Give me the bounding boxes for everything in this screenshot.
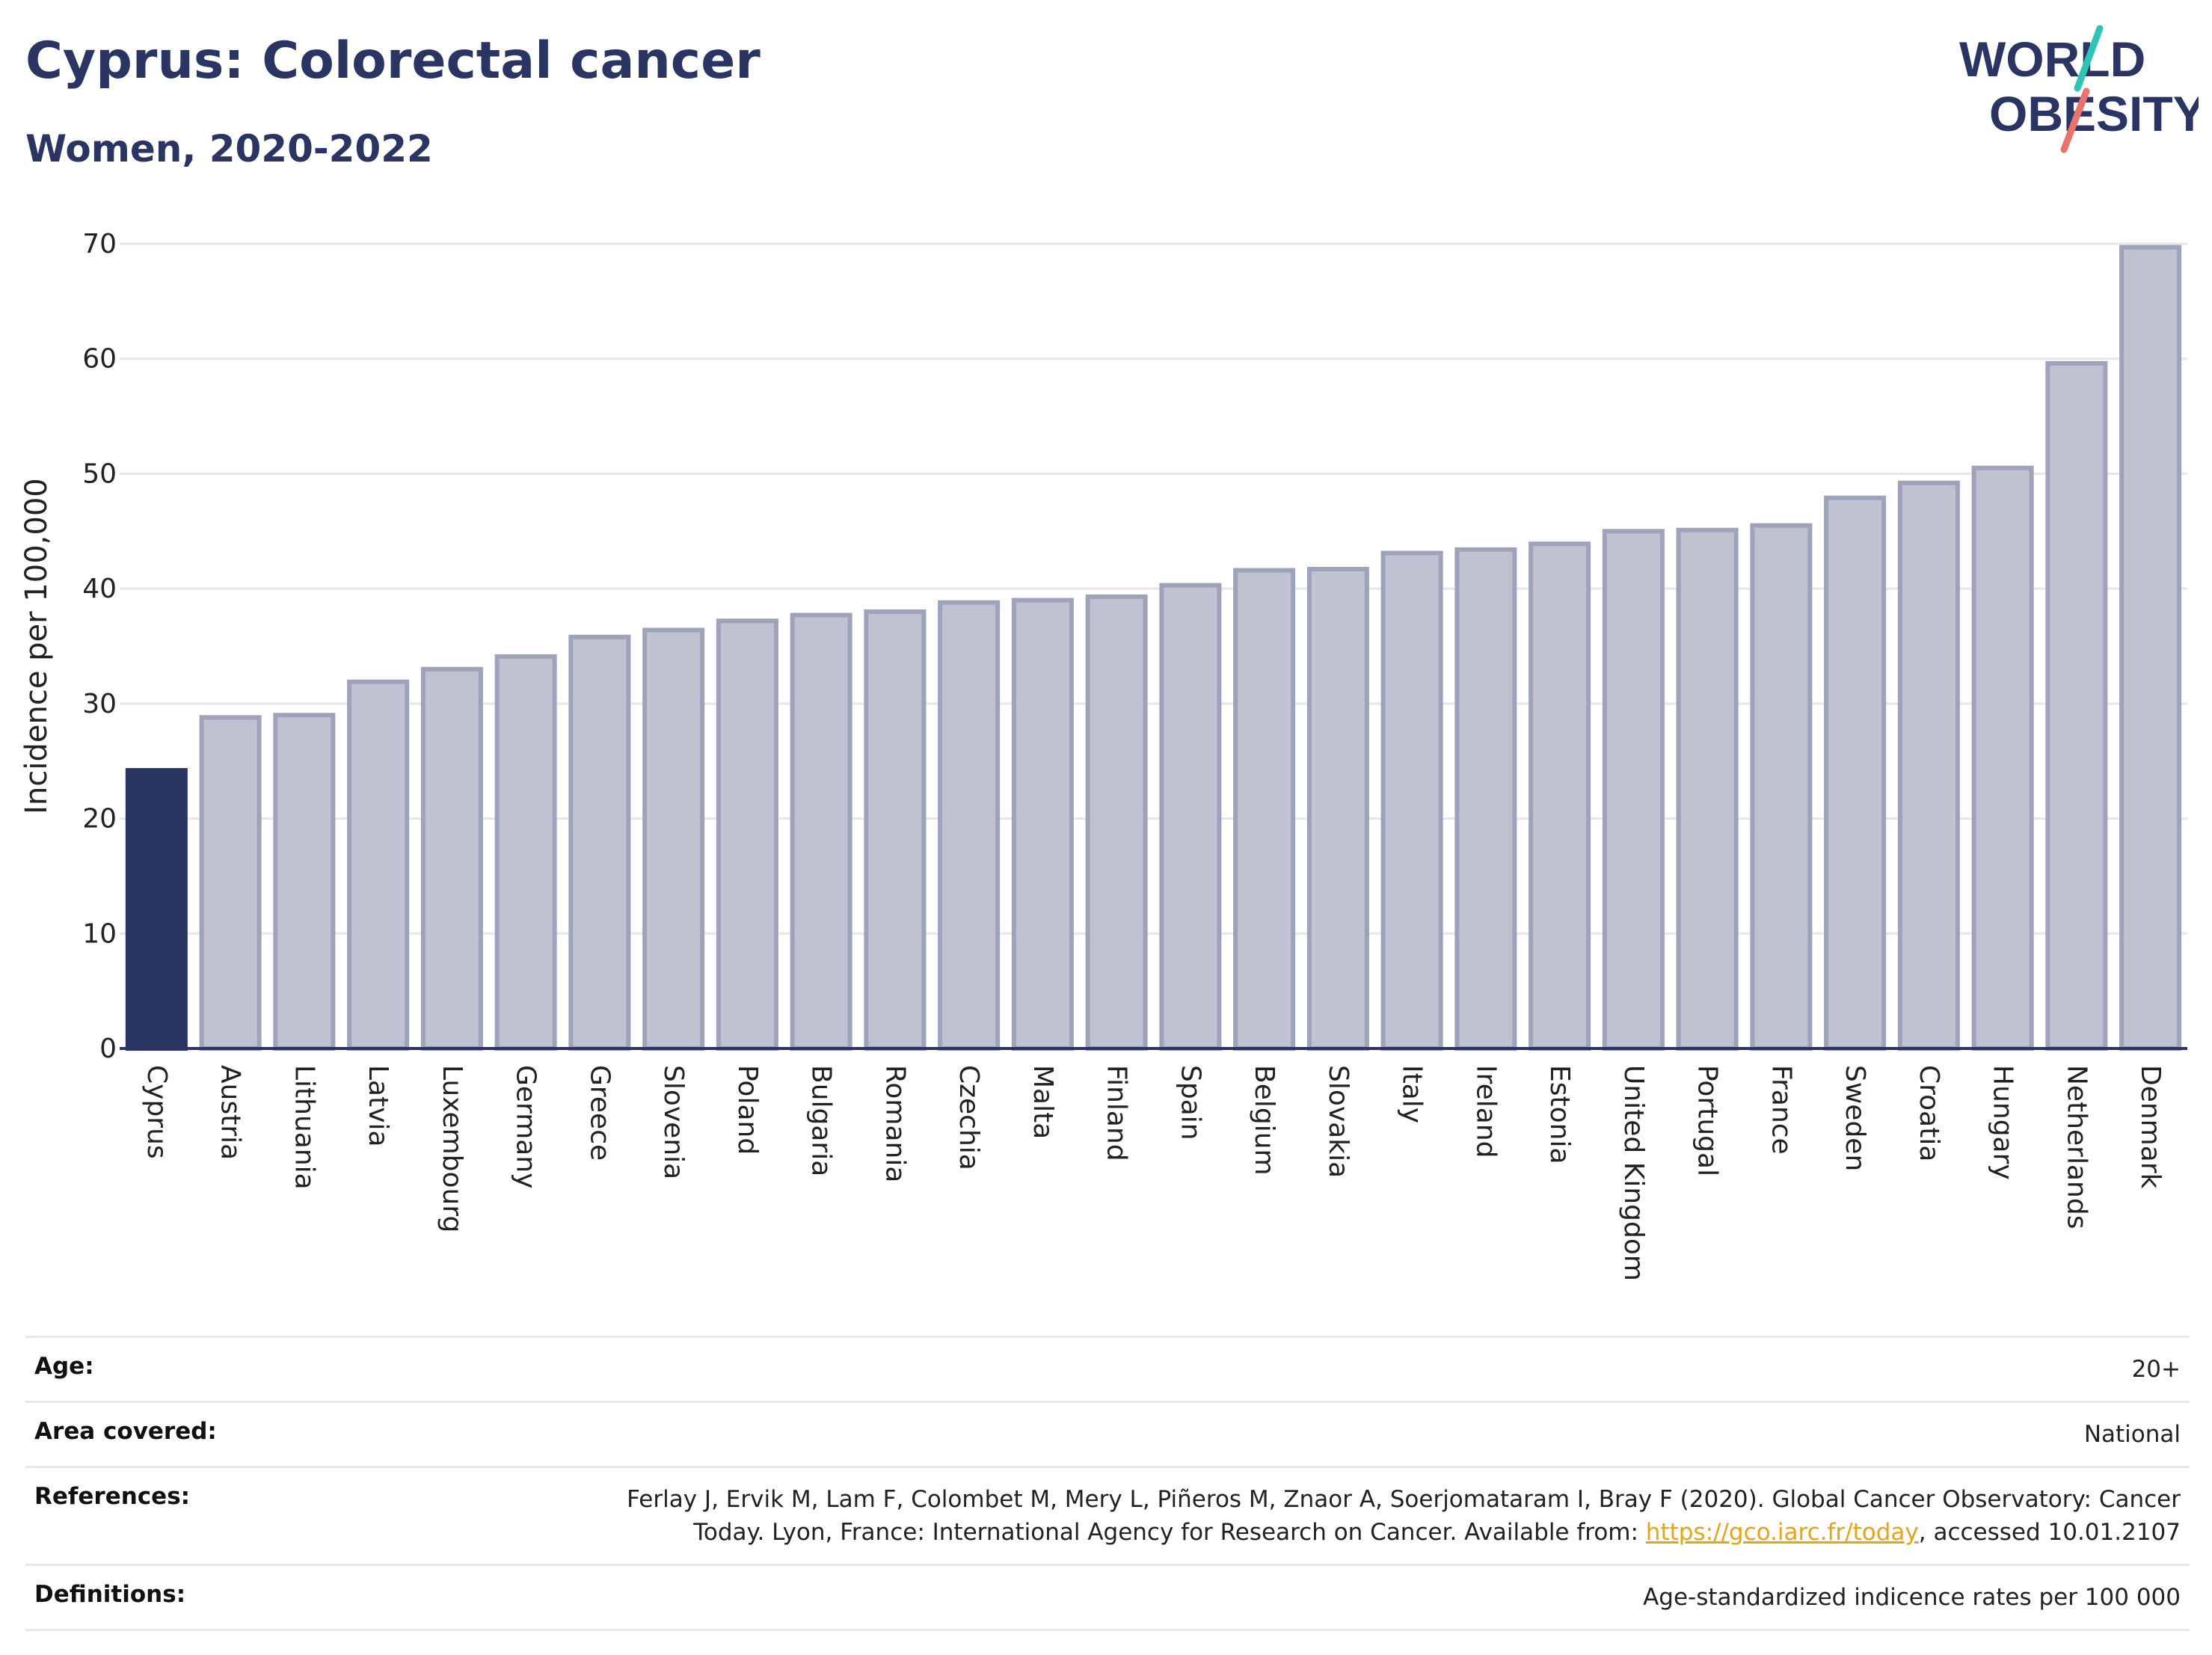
bar-sweden bbox=[1824, 495, 1887, 1051]
world-obesity-logo: WORLD OBESITY bbox=[1959, 25, 2199, 153]
references-link[interactable]: https://gco.iarc.fr/today bbox=[1645, 1519, 1919, 1546]
x-tick-label: Austria bbox=[215, 1065, 246, 1160]
x-tick-label: Greece bbox=[584, 1065, 615, 1161]
y-tick-label: 30 bbox=[82, 689, 117, 719]
y-tick-label: 0 bbox=[99, 1034, 117, 1064]
x-tick-label: Spain bbox=[1175, 1065, 1205, 1140]
x-tick-label: Croatia bbox=[1914, 1065, 1944, 1161]
references-text-end: , accessed 10.01.2107 bbox=[1918, 1519, 2181, 1546]
x-tick-label: Belgium bbox=[1249, 1065, 1279, 1176]
bar-hungary bbox=[1971, 465, 2034, 1051]
age-label: Age: bbox=[34, 1353, 94, 1380]
x-tick-label: Sweden bbox=[1840, 1065, 1870, 1171]
bar-latvia bbox=[347, 679, 410, 1051]
bar-austria bbox=[199, 715, 262, 1051]
bar-chart: 0 10 20 30 40 50 60 70 Cyprus Austria Lithuania La… bbox=[19, 229, 2187, 1281]
logo-slash-coral bbox=[2060, 87, 2090, 153]
x-tick-label: Bulgaria bbox=[806, 1065, 837, 1176]
bar-estonia bbox=[1529, 541, 1591, 1051]
y-tick-label: 60 bbox=[82, 344, 117, 375]
bar-france bbox=[1750, 523, 1813, 1051]
bar-ireland bbox=[1454, 547, 1517, 1051]
logo-text-world: WORLD bbox=[1959, 31, 2145, 87]
x-tick-label: Ireland bbox=[1470, 1065, 1501, 1158]
references-label: References: bbox=[34, 1483, 191, 1510]
meta-row-definitions: Definitions: Age-standardized indicence … bbox=[25, 1564, 2190, 1631]
area-value: National bbox=[2083, 1421, 2181, 1448]
bar-belgium bbox=[1233, 568, 1296, 1051]
bar-greece bbox=[568, 634, 631, 1051]
chart-subtitle: Women, 2020-2022 bbox=[25, 127, 433, 171]
x-tick-label: Denmark bbox=[2135, 1065, 2166, 1189]
y-tick-label: 40 bbox=[82, 574, 117, 604]
definitions-label: Definitions: bbox=[34, 1581, 186, 1608]
bar-slovenia bbox=[642, 627, 705, 1051]
x-tick-label: Italy bbox=[1397, 1065, 1428, 1123]
x-tick-label: Lithuania bbox=[289, 1065, 319, 1190]
meta-row-age: Age: 20+ bbox=[25, 1336, 2190, 1401]
bar-czechia bbox=[938, 600, 1001, 1051]
y-axis-title: Incidence per 100,000 bbox=[19, 478, 54, 814]
x-tick-label: Portugal bbox=[1692, 1065, 1723, 1176]
bar-netherlands bbox=[2045, 360, 2108, 1051]
area-label: Area covered: bbox=[34, 1418, 217, 1445]
bar-malta bbox=[1011, 598, 1074, 1051]
metadata-table: Age: 20+ Area covered: National Referenc… bbox=[25, 1336, 2190, 1631]
x-tick-label: Finland bbox=[1102, 1065, 1132, 1161]
bar-italy bbox=[1380, 550, 1443, 1051]
meta-row-references: References: Ferlay J, Ervik M, Lam F, Co… bbox=[25, 1466, 2190, 1564]
logo-slash-teal bbox=[2074, 25, 2104, 92]
x-tick-label: Latvia bbox=[363, 1065, 393, 1147]
bar-lithuania bbox=[273, 713, 336, 1051]
x-tick-label: Poland bbox=[732, 1065, 763, 1155]
x-tick-label: Romania bbox=[879, 1065, 910, 1182]
y-tick-label: 10 bbox=[82, 918, 117, 949]
x-tick-label: Netherlands bbox=[2061, 1065, 2092, 1229]
logo-text-obesity: OBESITY bbox=[1989, 86, 2199, 141]
x-tick-label: Cyprus bbox=[141, 1065, 172, 1159]
x-axis-ticks: Cyprus Austria Lithuania Latvia Luxembourg Ge… bbox=[141, 1065, 2166, 1281]
x-tick-label: France bbox=[1766, 1065, 1796, 1155]
x-tick-label: Estonia bbox=[1544, 1065, 1575, 1164]
bar-cyprus bbox=[125, 768, 188, 1051]
x-tick-label: Czechia bbox=[953, 1065, 984, 1170]
x-tick-label: Slovakia bbox=[1323, 1065, 1354, 1178]
y-tick-label: 20 bbox=[82, 804, 117, 835]
definitions-value: Age-standardized indicence rates per 100… bbox=[1643, 1584, 2181, 1611]
bar-denmark bbox=[2119, 245, 2182, 1051]
x-tick-label: Slovenia bbox=[658, 1065, 689, 1179]
bar-spain bbox=[1159, 583, 1222, 1051]
age-value: 20+ bbox=[2131, 1356, 2181, 1383]
x-tick-label: Hungary bbox=[1988, 1065, 2018, 1180]
bar-luxembourg bbox=[420, 666, 483, 1051]
bars bbox=[125, 245, 2182, 1051]
references-value: Ferlay J, Ervik M, Lam F, Colombet M, Me… bbox=[550, 1483, 2181, 1549]
y-tick-label: 50 bbox=[82, 458, 117, 489]
bar-slovakia bbox=[1306, 567, 1369, 1051]
y-axis-ticks: 0 10 20 30 40 50 60 70 bbox=[82, 229, 117, 1064]
x-tick-label: Malta bbox=[1027, 1065, 1058, 1139]
bar-bulgaria bbox=[790, 612, 852, 1051]
references-text-start: Ferlay J, Ervik M, Lam F, Colombet M, Me… bbox=[627, 1486, 2181, 1546]
x-tick-label: Germany bbox=[511, 1065, 541, 1188]
bar-romania bbox=[864, 609, 927, 1051]
bar-united-kingdom bbox=[1602, 529, 1665, 1051]
y-tick-label: 70 bbox=[82, 229, 117, 260]
bar-poland bbox=[716, 618, 778, 1051]
bar-croatia bbox=[1897, 480, 1960, 1051]
chart-title: Cyprus: Colorectal cancer bbox=[25, 31, 761, 90]
bar-germany bbox=[494, 654, 557, 1051]
meta-row-area: Area covered: National bbox=[25, 1401, 2190, 1466]
x-tick-label: United Kingdom bbox=[1618, 1065, 1649, 1281]
bar-finland bbox=[1085, 594, 1148, 1051]
bar-portugal bbox=[1676, 527, 1739, 1051]
x-tick-label: Luxembourg bbox=[437, 1065, 467, 1232]
